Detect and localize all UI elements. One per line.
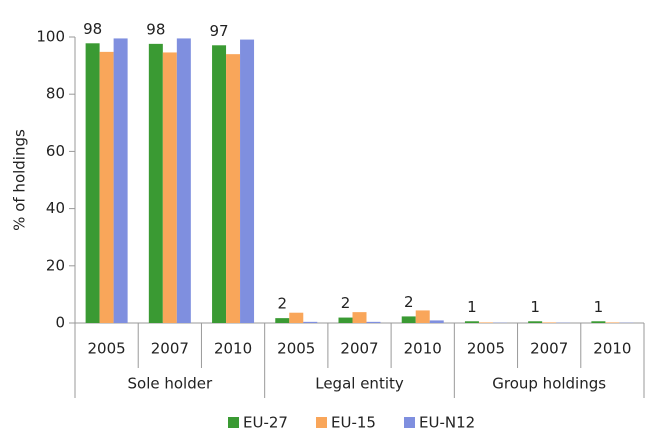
bar — [303, 321, 318, 323]
y-tick-label: 80 — [46, 85, 65, 103]
bar — [226, 54, 241, 323]
bar — [528, 321, 543, 323]
legend-swatch — [316, 417, 327, 428]
x-tick-label: 2010 — [214, 340, 252, 358]
bar — [85, 43, 100, 324]
bar — [478, 322, 493, 323]
x-tick-label: 2007 — [530, 340, 568, 358]
bar — [148, 43, 163, 323]
bar — [401, 316, 416, 323]
bar — [212, 45, 227, 323]
bar — [99, 51, 114, 323]
y-tick-label: 0 — [55, 314, 65, 332]
bar — [605, 322, 620, 323]
bar — [289, 312, 304, 323]
y-axis-label: % of holdings — [11, 129, 29, 231]
x-tick-label: 2010 — [404, 340, 442, 358]
y-tick-label: 100 — [36, 28, 65, 46]
x-tick-label: 2007 — [340, 340, 378, 358]
x-tick-label: 2005 — [277, 340, 315, 358]
bar — [542, 322, 557, 323]
group-label: Legal entity — [315, 375, 404, 393]
data-label: 97 — [210, 22, 229, 40]
legend-label: EU-27 — [243, 414, 288, 432]
bar — [176, 38, 191, 324]
data-label: 98 — [83, 20, 102, 38]
bar — [591, 321, 606, 323]
data-label: 2 — [404, 293, 414, 311]
legend-label: EU-N12 — [419, 414, 475, 432]
bar — [352, 312, 367, 323]
bar — [113, 38, 128, 324]
x-tick-label: 2005 — [88, 340, 126, 358]
x-tick-label: 2005 — [467, 340, 505, 358]
y-tick-label: 40 — [46, 199, 65, 217]
bar — [429, 320, 444, 323]
bar — [240, 39, 255, 323]
data-label: 1 — [594, 298, 604, 316]
bar — [275, 318, 290, 323]
data-label: 1 — [530, 298, 540, 316]
bar — [464, 321, 479, 323]
bar — [338, 317, 353, 323]
data-label: 2 — [278, 295, 288, 313]
bar — [415, 310, 430, 323]
bar — [162, 52, 177, 323]
data-label: 1 — [467, 298, 477, 316]
y-tick-label: 60 — [46, 142, 65, 160]
x-tick-label: 2010 — [593, 340, 631, 358]
group-label: Sole holder — [128, 375, 213, 393]
legend-swatch — [228, 417, 239, 428]
x-tick-label: 2007 — [151, 340, 189, 358]
group-label: Group holdings — [492, 375, 606, 393]
data-label: 98 — [146, 20, 165, 38]
y-tick-label: 20 — [46, 256, 65, 274]
data-label: 2 — [341, 294, 351, 312]
bar — [366, 321, 381, 323]
legend-label: EU-15 — [331, 414, 376, 432]
legend-swatch — [404, 417, 415, 428]
